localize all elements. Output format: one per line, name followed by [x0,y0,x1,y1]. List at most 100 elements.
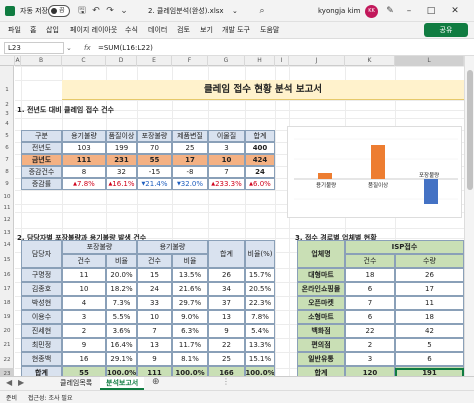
title-bar: 자동 저장 끔 🖫 ↶ ↷ ⌄ 2. 클레임분석(완성).xlsx ⌄ ⌕ ky… [0,0,474,22]
row-header[interactable]: 14 [3,242,11,248]
row-header[interactable]: 2 [5,102,9,108]
next-sheet-icon[interactable]: ▶ [18,378,25,387]
up-arrow-icon: ▲ [108,180,113,187]
tab-review[interactable]: 검토 [177,26,190,34]
column-header[interactable]: B [21,56,62,66]
share-button[interactable]: 공유 [424,23,468,37]
row-header[interactable]: 18 [3,300,11,306]
row-header[interactable]: 3 [5,111,9,117]
column-header[interactable]: L [395,56,464,66]
more-options-icon[interactable]: ⋮ [222,377,230,386]
vertical-scrollbar[interactable] [464,56,474,380]
gridline [172,66,173,380]
table-cell: 16.4% [106,338,137,352]
accessibility-status[interactable]: 접근성: 조사 필요 [28,395,73,402]
tab-file[interactable]: 파일 [8,26,21,34]
column-header[interactable]: I [275,56,289,66]
select-all-corner[interactable] [0,56,15,66]
table-cell: 18.2% [106,282,137,296]
undo-icon[interactable]: ↶ [92,6,100,16]
chevron-down-icon[interactable]: ⌄ [232,7,238,15]
table-header-cell: 용기불량 [137,240,208,254]
row-header[interactable]: 4 [5,121,9,127]
status-bar: 준비 접근성: 조사 필요 [0,390,474,403]
worksheet-grid[interactable]: 클레임 접수 현황 분석 보고서 1. 전년도 대비 클레임 접수 건수 구분 용… [15,66,464,380]
tab-data[interactable]: 데이터 [148,26,168,34]
table-cell: 17 [172,154,208,166]
row-header[interactable]: 11 [3,205,11,211]
row-header[interactable]: 12 [3,217,11,223]
table-header-cell: 비율(%) [245,240,275,268]
table-cell: 5.5% [106,310,137,324]
column-header[interactable]: C [62,56,106,66]
row-header[interactable]: 1 [5,87,9,93]
column-header[interactable]: H [245,56,275,66]
rate-value: 32.0% [180,179,204,188]
add-sheet-icon[interactable]: ⊕ [152,377,160,387]
table-header-cell: 용기불량 [62,130,106,142]
sheet-tab-claims[interactable]: 클레임목록 [60,379,93,387]
tab-home[interactable]: 홈 [30,26,37,34]
row-header[interactable]: 17 [3,286,11,292]
row-header[interactable]: 6 [5,145,9,151]
row-header[interactable]: 22 [3,357,11,363]
user-name[interactable]: kyongja kim [318,7,361,15]
autosave-toggle[interactable]: 끔 [48,5,70,17]
row-label-cell: 현종백 [21,352,62,366]
row-header[interactable]: 19 [3,314,11,320]
row-header[interactable]: 7 [5,157,9,163]
pen-icon[interactable]: ✎ [386,6,394,16]
prev-sheet-icon[interactable]: ◀ [6,378,13,387]
search-icon[interactable]: ⌕ [259,6,265,16]
tab-insert[interactable]: 삽입 [46,26,59,34]
minimize-icon[interactable]: – [406,6,412,16]
tab-developer[interactable]: 개발 도구 [222,26,250,34]
row-header[interactable]: 21 [3,342,11,348]
table-cell: 9.0% [172,310,208,324]
fx-label[interactable]: fx [84,44,91,52]
save-icon[interactable]: 🖫 [78,6,86,16]
section2-title: 2. 담당자별 포장불량과 용기불량 발생 건수 [17,234,147,242]
gridline [208,66,209,380]
row-header[interactable]: 8 [5,169,9,175]
row-header[interactable]: 20 [3,328,11,334]
tab-formulas[interactable]: 수식 [125,26,138,34]
maximize-icon[interactable]: □ [426,6,436,16]
row-header[interactable]: 16 [3,272,11,278]
chevron-down-icon[interactable]: ⌄ [120,6,128,16]
bar-chart[interactable]: 용기불량 품질이상 포장불량 [287,126,462,218]
table-subheader-cell: 비율 [106,254,137,268]
row-header[interactable]: 5 [5,133,9,139]
tab-view[interactable]: 보기 [200,26,213,34]
name-box[interactable]: L23 [4,42,64,54]
column-header[interactable]: J [289,56,345,66]
row-label-cell: 금년도 [21,154,62,166]
row-header[interactable]: 13 [3,230,11,236]
redo-icon[interactable]: ↷ [106,6,114,16]
table-subheader-cell: 건수 [137,254,172,268]
chevron-down-icon[interactable]: ⌄ [66,44,72,52]
column-header[interactable]: A [15,56,21,66]
tab-page-layout[interactable]: 페이지 레이아웃 [70,26,118,34]
row-header[interactable]: 10 [3,194,11,200]
row-header[interactable]: 9 [5,181,9,187]
tab-help[interactable]: 도움말 [260,26,280,34]
table-cell: 70 [137,142,172,154]
scroll-thumb[interactable] [467,70,473,190]
column-header[interactable]: F [172,56,208,66]
rate-cell: ▼ 21.4% [137,178,172,190]
column-header[interactable]: K [345,56,395,66]
bar-pojang [424,179,438,204]
column-header[interactable]: D [106,56,137,66]
table-cell: 15.7% [245,268,275,282]
close-icon[interactable]: ✕ [451,6,459,16]
table-cell: 7 [345,296,395,310]
rate-value: 233.3% [215,179,242,188]
sheet-tab-report[interactable]: 분석보고서 [100,377,145,390]
column-header[interactable]: E [137,56,172,66]
formula-input[interactable]: =SUM(L16:L22) [98,44,153,52]
avatar[interactable]: KK [365,5,378,18]
gridline [245,66,246,380]
column-header[interactable]: G [208,56,245,66]
row-header[interactable]: 15 [3,257,11,263]
